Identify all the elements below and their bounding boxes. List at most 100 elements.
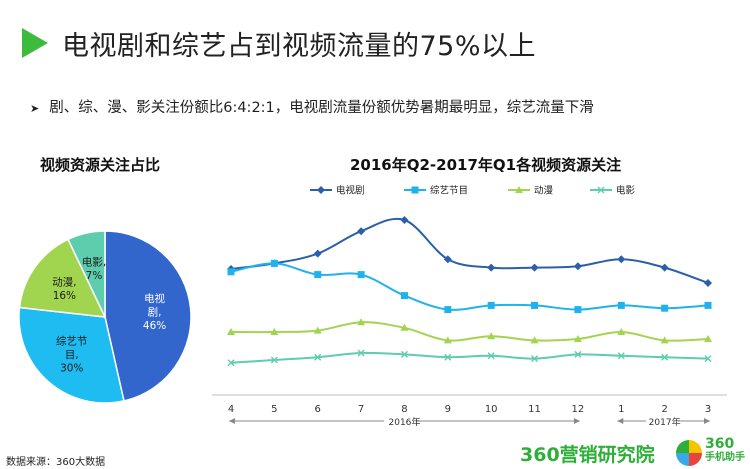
- series-3-point: [574, 350, 582, 358]
- app-logo-text: 360 手机助手: [705, 437, 745, 464]
- series-1-point: [444, 306, 452, 314]
- series-3-point: [444, 353, 452, 361]
- series-1-point: [270, 259, 278, 267]
- series-0-point: [530, 263, 539, 272]
- year-2016-bracket-arrow-right: [573, 418, 580, 424]
- series-0-point: [313, 249, 322, 258]
- year-2017-bracket-arrow-right: [704, 418, 710, 424]
- brand-logo: 360营销研究院: [520, 440, 655, 467]
- summary-text: 剧、综、漫、影关注份额比6:4:2:1，电视剧流量份额优势暑期最明显，综艺流量下…: [49, 100, 594, 116]
- pie-label-line: 46%: [143, 320, 166, 332]
- series-line-1: [230, 262, 709, 311]
- legend-swatch-marker-1: [411, 186, 419, 194]
- series-1-point: [704, 301, 712, 309]
- year-label-2017: 2017年: [649, 416, 681, 428]
- series-2-point: [270, 328, 279, 335]
- series-3-point: [314, 353, 322, 361]
- series-1-point: [617, 301, 625, 309]
- series-3-point: [704, 355, 712, 363]
- series-2-point: [617, 328, 626, 335]
- x-tick-label: 2: [661, 404, 667, 415]
- legend-swatch-marker-3: [597, 186, 605, 194]
- series-line-0: [230, 217, 709, 284]
- series-0-point: [704, 279, 712, 287]
- series-2-point: [530, 336, 539, 344]
- x-tick-label: 8: [401, 404, 407, 415]
- series-0-point: [573, 262, 582, 271]
- pie-label-line: 目,: [65, 349, 79, 361]
- x-tick-label: 6: [315, 404, 321, 415]
- x-tick-label: 7: [358, 404, 364, 415]
- pie-label-line: 电视: [144, 292, 165, 305]
- series-3-point: [487, 352, 495, 360]
- series-1-point: [314, 271, 322, 279]
- series-1-point: [531, 301, 539, 309]
- series-1-point: [574, 306, 582, 314]
- series-line-2: [230, 321, 709, 342]
- series-1-point: [661, 304, 669, 312]
- pie-slice-3: [67, 230, 106, 318]
- legend-label-3: 电影: [616, 185, 636, 197]
- year-label-2016: 2016年: [389, 416, 421, 428]
- series-2-point: [487, 332, 496, 340]
- series-1-point: [487, 301, 495, 309]
- series-0-point: [400, 216, 409, 224]
- legend-label-0: 电视剧: [336, 185, 365, 197]
- app-logo-line2: 手机助手: [705, 452, 745, 463]
- pie-label-line: 电影,: [82, 256, 106, 269]
- series-3-point: [227, 359, 235, 367]
- summary-bullet: ➤ 剧、综、漫、影关注份额比6:4:2:1，电视剧流量份额优势暑期最明显，综艺流量…: [30, 96, 594, 117]
- series-0-point: [617, 255, 626, 264]
- x-tick-label: 4: [228, 404, 234, 415]
- pie-label-line: 剧,: [148, 306, 162, 318]
- x-tick-label: 9: [445, 404, 451, 415]
- x-tick-label: 5: [271, 404, 277, 415]
- series-3-point: [270, 356, 278, 364]
- x-tick-label: 1: [618, 404, 624, 415]
- legend-label-2: 动漫: [534, 185, 554, 197]
- series-0-point: [660, 263, 669, 272]
- brand-text: 360营销研究院: [520, 444, 655, 466]
- series-1-point: [357, 271, 365, 279]
- line-chart-title: 2016年Q2-2017年Q1各视频资源关注: [350, 156, 622, 174]
- legend-swatch-marker-0: [317, 186, 325, 194]
- pie-label-line: 16%: [53, 290, 76, 302]
- series-2-point: [573, 335, 582, 342]
- app-logo-icon: [676, 440, 702, 466]
- series-3-point: [400, 350, 408, 358]
- x-tick-label: 12: [572, 404, 585, 415]
- x-tick-label: 10: [485, 404, 498, 415]
- series-2-point: [400, 323, 409, 331]
- pie-slice-2: [18, 238, 107, 318]
- title-triangle-icon: [22, 28, 48, 58]
- pie-label-line: 7%: [86, 270, 103, 282]
- pie-label-line: 动漫,: [52, 275, 76, 288]
- year-2017-bracket-arrow-left: [617, 418, 624, 424]
- arrow-bullet-icon: ➤: [30, 102, 40, 115]
- year-2016-bracket-arrow-left: [229, 418, 235, 424]
- series-0-point: [487, 263, 496, 272]
- legend-swatch-marker-2: [515, 186, 523, 193]
- series-3-point: [661, 353, 669, 361]
- year-label-mask-2016: [384, 416, 416, 426]
- series-line-3: [230, 351, 709, 364]
- data-source: 数据来源：360大数据: [6, 457, 106, 468]
- series-2-point: [660, 336, 669, 344]
- series-1-point: [227, 268, 235, 276]
- series-2-point: [704, 335, 712, 342]
- series-2-point: [227, 328, 235, 335]
- pie-label-1: 综艺节目, 30%: [56, 335, 88, 375]
- x-tick-label: 3: [705, 404, 711, 415]
- pie-label-line: 综艺节: [56, 335, 88, 348]
- series-2-point: [313, 326, 322, 334]
- series-2-point: [443, 336, 452, 344]
- year-label-mask-2017: [646, 416, 678, 426]
- series-0-point: [443, 255, 452, 264]
- series-3-point: [617, 352, 625, 360]
- series-1-point: [400, 292, 408, 300]
- series-3-point: [357, 349, 365, 357]
- pie-label-0: 电视剧, 46%: [143, 292, 166, 332]
- page-title: 电视剧和综艺占到视频流量的75%以上: [62, 31, 537, 62]
- series-3-point: [531, 355, 539, 363]
